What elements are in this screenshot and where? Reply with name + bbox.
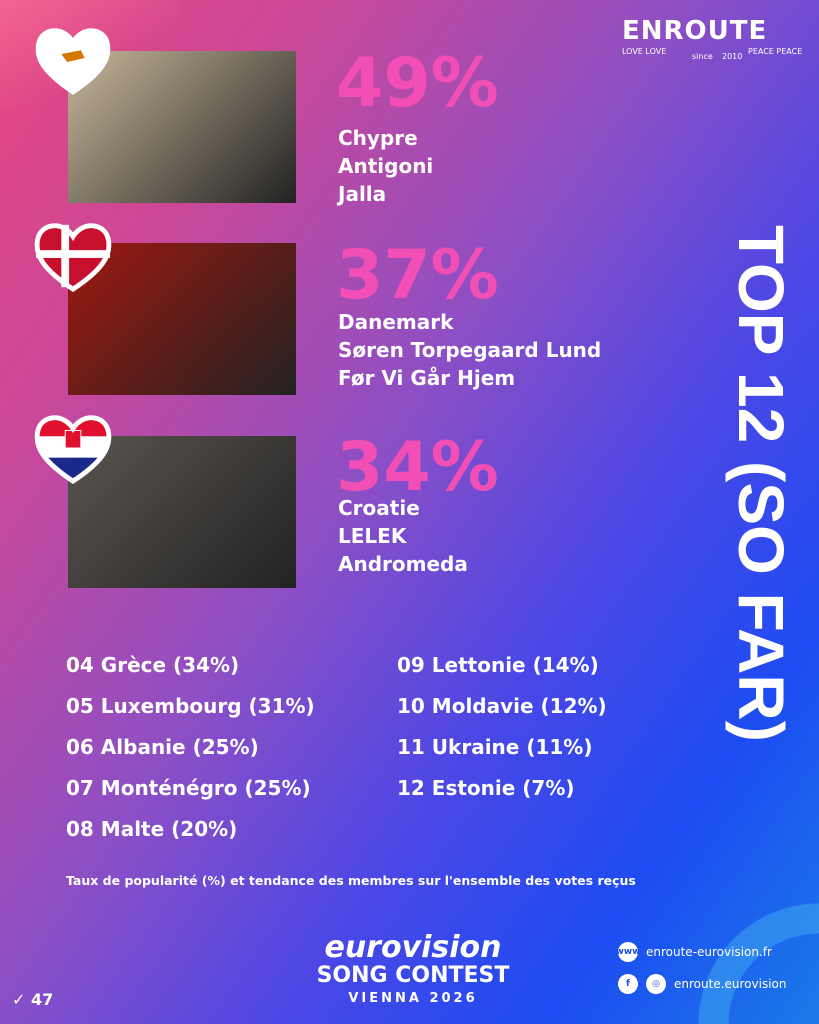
percentage: 34% [336,428,499,507]
denmark-flag-heart-icon [34,223,112,292]
eurovision-logo: eurovision SONG CONTEST VIENNA 2026 [298,932,528,1007]
entry-details: Chypre Antigoni Jalla [338,124,433,208]
counter: ✓ 47 [12,990,53,1009]
social-handle[interactable]: f ◎ enroute.eurovision [618,974,786,994]
song: Jalla [338,182,387,206]
handle-text: enroute.eurovision [674,977,787,991]
ranking-right: 09 Lettonie (14%) 10 Moldavie (12%) 11 U… [397,653,607,817]
artist: LELEK [338,524,407,548]
logo-text: ENROUTE [622,16,768,46]
artist: Søren Torpegaard Lund [338,338,602,362]
ranking-item: 07 Monténégro (25%) [66,776,311,800]
ranking-item: 12 Estonie (7%) [397,776,575,800]
website-link[interactable]: www enroute-eurovision.fr [616,942,772,962]
song: Før Vi Går Hjem [338,366,516,390]
percentage: 37% [336,236,499,315]
entry-details: Danemark Søren Torpegaard Lund Før Vi Gå… [338,308,601,392]
event-subtitle: SONG CONTEST [316,963,510,988]
logo-tag-right: PEACE PEACE [748,47,803,56]
event-name: eurovision [324,930,502,965]
website-text: enroute-eurovision.fr [646,945,772,959]
country: Croatie [338,496,420,520]
facebook-icon: f [618,974,638,994]
logo-since: since [692,52,713,61]
ranking-left: 04 Grèce (34%) 05 Luxembourg (31%) 06 Al… [66,653,315,858]
headline-title: TOP 12 (SO FAR) [725,225,797,742]
ranking-item: 09 Lettonie (14%) [397,653,599,677]
logo-tag-left: LOVE LOVE [622,47,667,56]
globe-icon: www [616,942,640,962]
ranking-item: 06 Albanie (25%) [66,735,259,759]
ranking-item: 04 Grèce (34%) [66,653,240,677]
percentage: 49% [336,44,499,123]
instagram-icon: ◎ [646,974,666,994]
artist-photo [68,51,296,203]
footnote: Taux de popularité (%) et tendance des m… [66,873,636,888]
logo-year: 2010 [722,52,743,61]
country: Danemark [338,310,454,334]
wave-decoration [649,854,819,1024]
ranking-item: 11 Ukraine (11%) [397,735,593,759]
artist-photo [68,436,296,588]
song: Andromeda [338,552,468,576]
artist-photo [68,243,296,395]
ranking-item: 10 Moldavie (12%) [397,694,607,718]
ranking-item: 05 Luxembourg (31%) [66,694,315,718]
enroute-logo: ENROUTE LOVE LOVE since 2010 PEACE PEACE [622,16,807,61]
counter-value: 47 [30,990,54,1009]
country: Chypre [338,126,418,150]
entry-details: Croatie LELEK Andromeda [338,494,468,578]
ranking-item: 08 Malte (20%) [66,817,238,841]
cyprus-flag-heart-icon [35,28,111,95]
croatia-flag-heart-icon [34,415,112,484]
check-icon: ✓ [12,990,26,1009]
artist: Antigoni [338,154,434,178]
event-location: VIENNA 2026 [348,991,478,1006]
